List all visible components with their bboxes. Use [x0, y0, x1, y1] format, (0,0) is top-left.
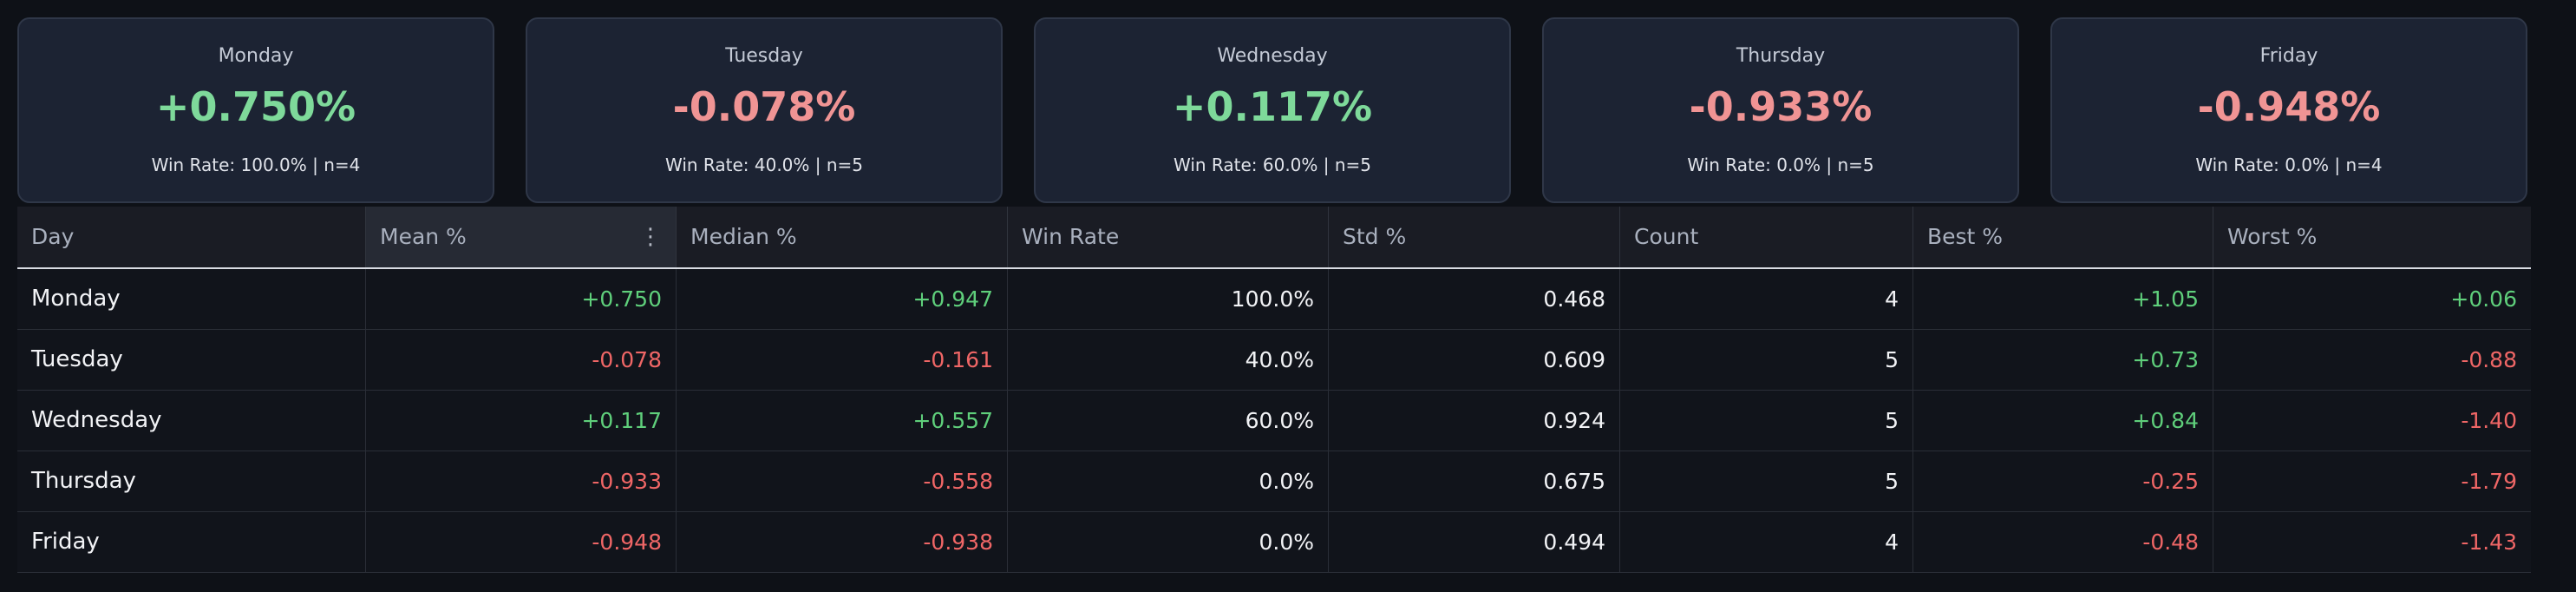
- card-day-label: Tuesday: [725, 45, 803, 67]
- cell-count[interactable]: 4: [1620, 512, 1913, 572]
- card-mean-value: -0.078%: [672, 83, 856, 130]
- column-header-label: Mean %: [380, 224, 467, 249]
- cell-win-rate[interactable]: 0.0%: [1008, 451, 1329, 511]
- column-header-worst[interactable]: Worst %: [2227, 224, 2318, 249]
- cell-mean[interactable]: -0.078: [366, 330, 677, 390]
- cell-win-rate[interactable]: 0.0%: [1008, 512, 1329, 572]
- table-row[interactable]: Thursday -0.933 -0.558 0.0% 0.675 5 -0.2…: [17, 451, 2531, 512]
- cell-day[interactable]: Thursday: [17, 451, 366, 511]
- card-win-rate: Win Rate: 40.0% | n=5: [664, 155, 864, 175]
- table-row[interactable]: Tuesday -0.078 -0.161 40.0% 0.609 5 +0.7…: [17, 330, 2531, 391]
- cell-worst[interactable]: +0.06: [2450, 286, 2517, 312]
- cell-std[interactable]: 0.468: [1329, 269, 1620, 329]
- summary-card-thursday: Thursday -0.933% Win Rate: 0.0% | n=5: [1542, 17, 2019, 203]
- summary-card-tuesday: Tuesday -0.078% Win Rate: 40.0% | n=5: [526, 17, 1003, 203]
- summary-card-wednesday: Wednesday +0.117% Win Rate: 60.0% | n=5: [1034, 17, 1511, 203]
- cell-std[interactable]: 0.494: [1329, 512, 1620, 572]
- cell-best[interactable]: -0.48: [1913, 512, 2213, 572]
- card-mean-value: -0.948%: [2197, 83, 2381, 130]
- card-mean-value: -0.933%: [1689, 83, 1873, 130]
- card-day-label: Monday: [218, 45, 294, 67]
- cell-count[interactable]: 4: [1620, 269, 1913, 329]
- cell-mean[interactable]: -0.948: [366, 512, 677, 572]
- card-win-rate: Win Rate: 0.0% | n=5: [1687, 155, 1874, 175]
- cell-win-rate[interactable]: 40.0%: [1008, 330, 1329, 390]
- cell-median[interactable]: -0.161: [677, 330, 1008, 390]
- column-header-count[interactable]: Count: [1620, 207, 1913, 267]
- column-header-day[interactable]: Day: [17, 207, 366, 267]
- cell-day[interactable]: Tuesday: [17, 330, 366, 390]
- card-mean-value: +0.117%: [1172, 83, 1373, 130]
- cell-mean[interactable]: +0.117: [366, 391, 677, 451]
- table-row[interactable]: Friday -0.948 -0.938 0.0% 0.494 4 -0.48 …: [17, 512, 2531, 573]
- cell-worst[interactable]: -1.79: [2461, 469, 2517, 494]
- day-stats-table[interactable]: Day Mean % ⋮ Median % Win Rate Std % Cou…: [17, 207, 2531, 573]
- column-header-median[interactable]: Median %: [677, 207, 1008, 267]
- table-header: Day Mean % ⋮ Median % Win Rate Std % Cou…: [17, 207, 2531, 269]
- cell-worst[interactable]: -1.43: [2461, 530, 2517, 555]
- table-row[interactable]: Wednesday +0.117 +0.557 60.0% 0.924 5 +0…: [17, 391, 2531, 451]
- cell-best[interactable]: +0.73: [1913, 330, 2213, 390]
- cell-day[interactable]: Friday: [17, 512, 366, 572]
- cell-best[interactable]: -0.25: [1913, 451, 2213, 511]
- day-summary-cards: Monday +0.750% Win Rate: 100.0% | n=4 Tu…: [17, 17, 2530, 205]
- column-header-win-rate[interactable]: Win Rate: [1008, 207, 1329, 267]
- kebab-menu-icon[interactable]: ⋮: [639, 224, 662, 250]
- column-header-std[interactable]: Std %: [1329, 207, 1620, 267]
- card-win-rate: Win Rate: 100.0% | n=4: [151, 155, 361, 175]
- card-day-label: Wednesday: [1217, 45, 1328, 67]
- cell-count[interactable]: 5: [1620, 330, 1913, 390]
- cell-win-rate[interactable]: 60.0%: [1008, 391, 1329, 451]
- card-win-rate: Win Rate: 0.0% | n=4: [2195, 155, 2383, 175]
- cell-worst[interactable]: -1.40: [2461, 408, 2517, 433]
- card-win-rate: Win Rate: 60.0% | n=5: [1173, 155, 1372, 175]
- cell-median[interactable]: +0.557: [677, 391, 1008, 451]
- cell-median[interactable]: +0.947: [677, 269, 1008, 329]
- cell-best[interactable]: +1.05: [1913, 269, 2213, 329]
- card-mean-value: +0.750%: [155, 83, 356, 130]
- summary-card-monday: Monday +0.750% Win Rate: 100.0% | n=4: [17, 17, 494, 203]
- column-header-best[interactable]: Best %: [1913, 207, 2213, 267]
- cell-std[interactable]: 0.675: [1329, 451, 1620, 511]
- cell-win-rate[interactable]: 100.0%: [1008, 269, 1329, 329]
- cell-best[interactable]: +0.84: [1913, 391, 2213, 451]
- table-row[interactable]: Monday +0.750 +0.947 100.0% 0.468 4 +1.0…: [17, 269, 2531, 330]
- card-day-label: Thursday: [1736, 45, 1826, 67]
- cell-std[interactable]: 0.924: [1329, 391, 1620, 451]
- summary-card-friday: Friday -0.948% Win Rate: 0.0% | n=4: [2050, 17, 2527, 203]
- cell-median[interactable]: -0.558: [677, 451, 1008, 511]
- cell-std[interactable]: 0.609: [1329, 330, 1620, 390]
- cell-worst[interactable]: -0.88: [2461, 347, 2517, 372]
- cell-count[interactable]: 5: [1620, 451, 1913, 511]
- cell-mean[interactable]: +0.750: [366, 269, 677, 329]
- column-header-mean[interactable]: Mean % ⋮: [366, 207, 677, 267]
- cell-day[interactable]: Wednesday: [17, 391, 366, 451]
- cell-mean[interactable]: -0.933: [366, 451, 677, 511]
- card-day-label: Friday: [2259, 45, 2318, 67]
- cell-day[interactable]: Monday: [17, 269, 366, 329]
- cell-count[interactable]: 5: [1620, 391, 1913, 451]
- cell-median[interactable]: -0.938: [677, 512, 1008, 572]
